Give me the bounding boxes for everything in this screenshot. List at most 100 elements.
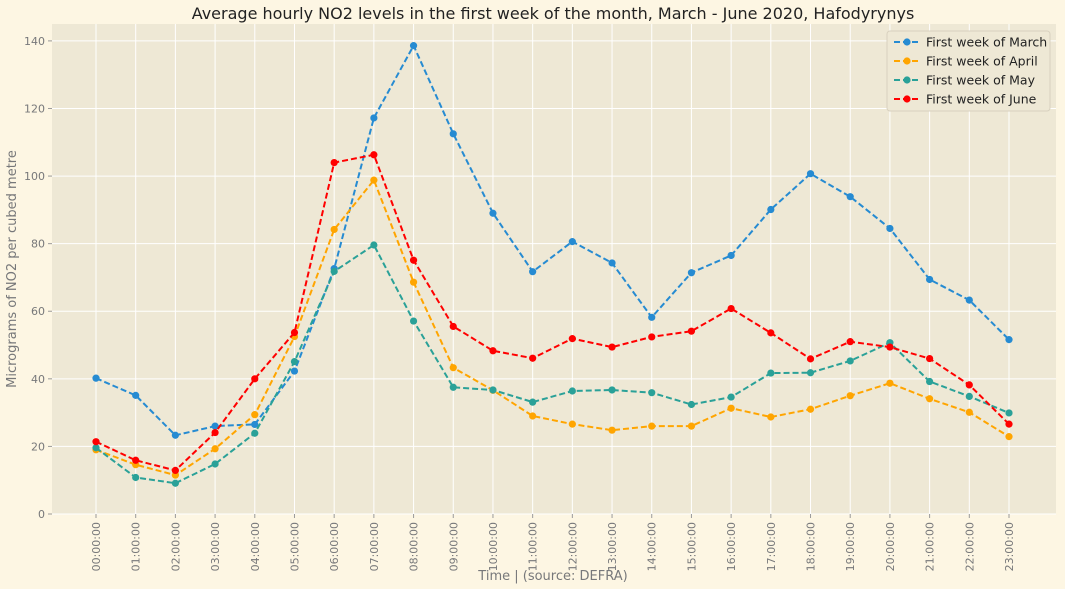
x-tick-label: 02:00:00 bbox=[169, 522, 182, 571]
x-tick-label: 14:00:00 bbox=[646, 522, 659, 571]
data-point bbox=[251, 429, 259, 437]
data-point bbox=[926, 395, 934, 403]
series-line bbox=[95, 243, 1010, 485]
data-point bbox=[132, 456, 140, 464]
y-axis-title: Micrograms of NO2 per cubed metre bbox=[5, 150, 20, 388]
chart-title: Average hourly NO2 levels in the first w… bbox=[192, 4, 915, 23]
data-point bbox=[648, 422, 656, 430]
data-point bbox=[727, 304, 735, 313]
x-axis-title: Time | (source: DEFRA) bbox=[477, 569, 627, 584]
data-point bbox=[965, 408, 973, 416]
y-tick-label: 0 bbox=[38, 508, 45, 521]
x-tick-label: 13:00:00 bbox=[606, 522, 619, 571]
y-tick-label: 20 bbox=[31, 440, 45, 453]
data-point bbox=[965, 392, 973, 400]
series-layer bbox=[92, 42, 1013, 487]
data-point bbox=[608, 426, 616, 434]
data-point bbox=[965, 296, 973, 304]
x-tick-label: 23:00:00 bbox=[1003, 522, 1016, 571]
x-tick-label: 17:00:00 bbox=[765, 522, 778, 571]
data-point bbox=[568, 420, 576, 428]
data-point bbox=[132, 473, 140, 482]
series-group bbox=[92, 176, 1013, 479]
y-tick-label: 40 bbox=[31, 373, 45, 386]
legend: First week of March First week of April Fi… bbox=[886, 30, 1051, 112]
legend-marker bbox=[903, 76, 911, 84]
legend-marker bbox=[903, 95, 911, 103]
data-point bbox=[608, 259, 616, 267]
data-point bbox=[568, 387, 576, 395]
data-point bbox=[806, 369, 815, 377]
x-tick-label: 11:00:00 bbox=[527, 522, 540, 571]
data-point bbox=[568, 335, 576, 343]
legend-label: First week of June bbox=[926, 92, 1037, 107]
x-tick-label: 16:00:00 bbox=[725, 522, 738, 571]
legend-box bbox=[886, 30, 1051, 112]
data-point bbox=[529, 412, 537, 420]
y-tick-label: 100 bbox=[24, 170, 45, 183]
data-point bbox=[370, 241, 378, 249]
data-point bbox=[409, 256, 418, 264]
x-tick-label: 19:00:00 bbox=[844, 522, 857, 571]
data-point bbox=[251, 375, 259, 383]
x-tick-label: 12:00:00 bbox=[566, 522, 579, 571]
data-point bbox=[886, 224, 894, 233]
y-axis-ticks: 0 20 40 60 80 100 120 140 bbox=[24, 35, 52, 521]
x-tick-label: 00:00:00 bbox=[90, 522, 103, 571]
data-point bbox=[211, 428, 219, 437]
data-point bbox=[767, 205, 775, 214]
data-point bbox=[449, 364, 457, 372]
legend-items: First week of March First week of April Fi… bbox=[894, 35, 1047, 107]
x-tick-label: 04:00:00 bbox=[249, 522, 262, 571]
x-tick-label: 07:00:00 bbox=[368, 522, 381, 571]
data-point bbox=[846, 357, 854, 365]
data-point bbox=[409, 42, 418, 50]
data-point bbox=[648, 313, 656, 321]
data-point bbox=[330, 158, 338, 167]
y-tick-label: 120 bbox=[24, 102, 45, 115]
data-point bbox=[370, 176, 378, 184]
data-point bbox=[92, 438, 100, 446]
data-point bbox=[806, 355, 815, 363]
data-point bbox=[489, 347, 497, 355]
data-point bbox=[449, 130, 457, 138]
data-point bbox=[846, 392, 854, 400]
legend-marker bbox=[903, 38, 911, 46]
data-point bbox=[449, 383, 457, 391]
data-point bbox=[171, 479, 179, 487]
data-point bbox=[886, 343, 894, 351]
data-point bbox=[370, 151, 378, 159]
data-point bbox=[489, 386, 497, 394]
data-point bbox=[251, 411, 259, 419]
x-tick-label: 20:00:00 bbox=[884, 522, 897, 571]
data-point bbox=[409, 278, 418, 286]
data-point bbox=[926, 275, 934, 284]
data-point bbox=[449, 322, 457, 331]
x-tick-label: 22:00:00 bbox=[963, 522, 976, 571]
x-tick-label: 18:00:00 bbox=[805, 522, 818, 571]
data-point bbox=[608, 343, 616, 351]
data-point bbox=[648, 333, 656, 341]
data-point bbox=[251, 420, 259, 429]
data-point bbox=[926, 377, 934, 386]
data-point bbox=[727, 251, 735, 260]
series-group bbox=[92, 241, 1013, 487]
data-point bbox=[409, 317, 418, 325]
x-axis-ticks: 00:00:00 01:00:00 02:00:00 03:00:00 04:00:00… bbox=[90, 514, 1016, 571]
data-point bbox=[608, 386, 616, 394]
y-tick-label: 140 bbox=[24, 35, 45, 48]
series-line bbox=[95, 178, 1010, 477]
data-point bbox=[1005, 409, 1013, 417]
data-point bbox=[1005, 420, 1013, 428]
data-point bbox=[648, 389, 656, 397]
data-point bbox=[1005, 433, 1013, 441]
data-point bbox=[171, 466, 179, 475]
data-point bbox=[211, 445, 219, 453]
legend-label: First week of March bbox=[926, 35, 1047, 50]
x-tick-label: 03:00:00 bbox=[209, 522, 222, 571]
data-point bbox=[846, 338, 854, 346]
data-point bbox=[1005, 336, 1013, 344]
series-group bbox=[92, 151, 1013, 475]
data-point bbox=[727, 393, 735, 401]
